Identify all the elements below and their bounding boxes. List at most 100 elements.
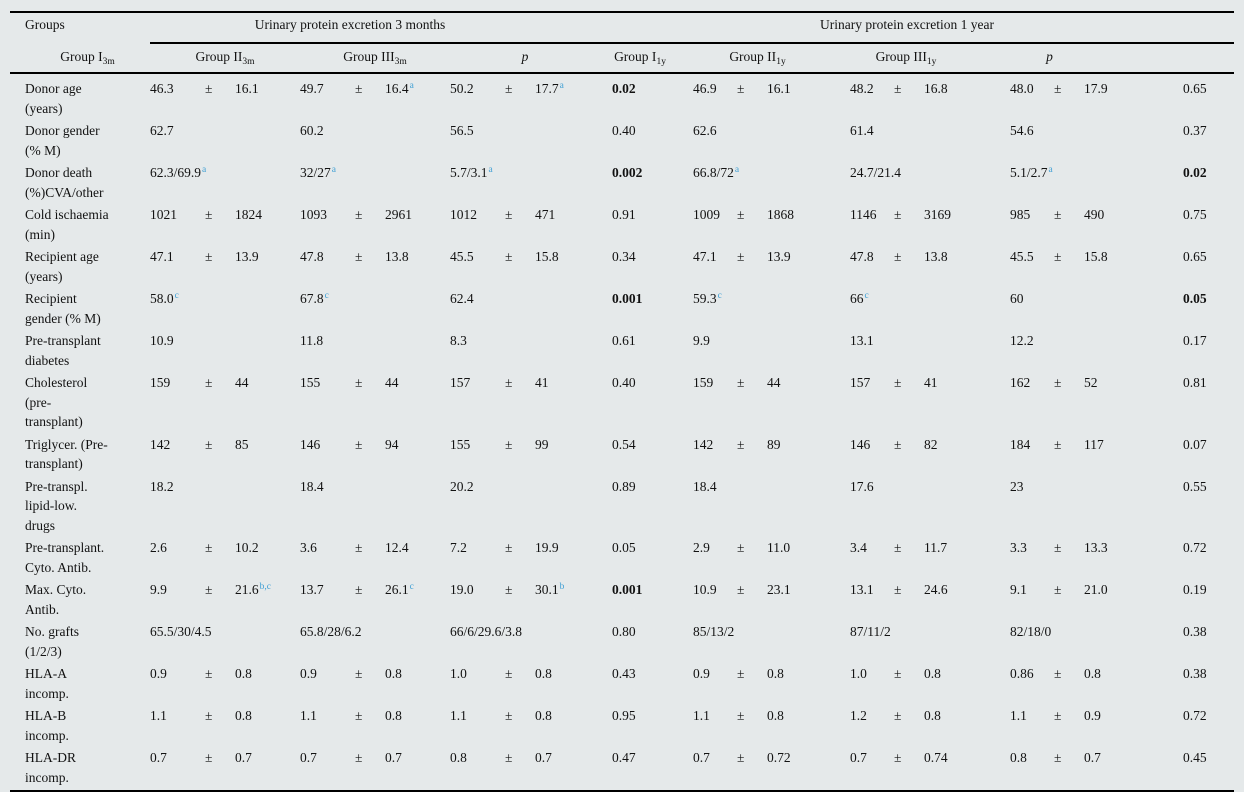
mean-value: 159 bbox=[693, 375, 714, 390]
single-value-cell: 18.4 bbox=[300, 478, 324, 494]
row-label-line: (years) bbox=[25, 100, 63, 116]
plus-minus-symbol: ± bbox=[205, 708, 213, 723]
mean-value: 0.86 bbox=[1010, 666, 1034, 681]
sd-value: 85 bbox=[235, 436, 249, 452]
p-value-cell: 0.75 bbox=[1183, 207, 1207, 222]
row-label-line: (pre- bbox=[25, 394, 52, 410]
bottom-rule bbox=[10, 790, 1234, 793]
single-value-cell: 17.6 bbox=[850, 478, 874, 494]
row-label-line: Cold ischaemia bbox=[25, 207, 109, 222]
p-value-cell: 0.65 bbox=[1183, 249, 1207, 264]
sd-value: 0.7 bbox=[385, 750, 402, 765]
row-label: HLA-A incomp. bbox=[25, 664, 150, 703]
p-value-cell: 0.37 bbox=[1183, 123, 1207, 138]
p-value-cell: 0.19 bbox=[1183, 582, 1207, 597]
plus-minus-symbol: ± bbox=[894, 540, 902, 555]
table-body: Donor age (years) 46.3 ±16.1 49.7 ±16.4a 50.2 ±… bbox=[0, 76, 1244, 787]
mean-value: 1.1 bbox=[450, 708, 467, 723]
mean-value: 3.3 bbox=[1010, 540, 1027, 555]
mean-value: 9.9 bbox=[150, 582, 167, 597]
mean-value: 0.7 bbox=[850, 750, 867, 765]
mean-sd-cell: 47.8 ±13.8 bbox=[835, 247, 987, 267]
single-value-cell: 20.2 bbox=[450, 478, 474, 494]
column-header-group-i-3m: Group I3m bbox=[60, 49, 115, 67]
superscript-note: a bbox=[202, 165, 207, 175]
plus-minus-symbol: ± bbox=[505, 375, 513, 390]
row-label-line: drugs bbox=[25, 517, 55, 533]
plus-minus-symbol: ± bbox=[355, 708, 363, 723]
mean-value: 157 bbox=[450, 375, 471, 390]
sd-value: 19.9 bbox=[535, 540, 559, 555]
plus-minus-symbol: ± bbox=[737, 436, 745, 452]
p-value-cell: 0.55 bbox=[1183, 478, 1207, 494]
plus-minus-symbol: ± bbox=[737, 207, 745, 222]
mean-sd-cell: 162 ±52 bbox=[987, 373, 1137, 393]
mean-value: 47.8 bbox=[300, 249, 324, 264]
superscript-note: c bbox=[324, 291, 329, 301]
plus-minus-symbol: ± bbox=[205, 436, 213, 452]
plus-minus-symbol: ± bbox=[505, 666, 513, 681]
single-value-cell: 62.4 bbox=[450, 291, 474, 306]
sd-value: 490 bbox=[1084, 207, 1105, 222]
mean-value: 1146 bbox=[850, 207, 877, 222]
mean-value: 0.7 bbox=[150, 750, 167, 765]
sd-value: 0.72 bbox=[767, 750, 791, 765]
mean-value: 0.8 bbox=[1010, 750, 1027, 765]
row-label-line: (%)CVA/other bbox=[25, 184, 104, 200]
row-label: Pre-transplant diabetes bbox=[25, 331, 150, 370]
p-column-header: p bbox=[1046, 49, 1053, 64]
table-row: Cold ischaemia (min) 1021 ±1824 1093 ±2961 101… bbox=[0, 202, 1244, 244]
plus-minus-symbol: ± bbox=[205, 750, 213, 765]
plus-minus-symbol: ± bbox=[1054, 666, 1062, 681]
row-label-line: transplant) bbox=[25, 456, 83, 471]
plus-minus-symbol: ± bbox=[355, 375, 363, 390]
plus-minus-symbol: ± bbox=[894, 81, 902, 96]
p-value-cell: 0.02 bbox=[612, 81, 636, 96]
mean-sd-cell: 10.9 ±23.1 bbox=[680, 580, 835, 600]
plus-minus-symbol: ± bbox=[355, 207, 363, 222]
mean-value: 2.6 bbox=[150, 540, 167, 555]
row-label: Triglycer. (Pre-transplant) bbox=[25, 435, 150, 474]
sd-value: 15.8 bbox=[535, 249, 559, 264]
row-label-line: No. grafts bbox=[25, 624, 79, 639]
p-value-cell: 0.40 bbox=[612, 375, 636, 390]
mean-value: 155 bbox=[300, 375, 321, 390]
mean-sd-cell: 142 ±85 bbox=[150, 435, 300, 455]
sd-value: 13.8 bbox=[385, 249, 409, 264]
table-row: Pre-transplant. Cyto. Antib. 2.6 ±10.2 3.6 ±1… bbox=[0, 535, 1244, 577]
sd-value: 52 bbox=[1084, 375, 1098, 390]
plus-minus-symbol: ± bbox=[1054, 249, 1062, 264]
plus-minus-symbol: ± bbox=[355, 81, 363, 96]
mean-value: 1.0 bbox=[850, 666, 867, 681]
sd-value: 44 bbox=[767, 375, 781, 390]
row-label: Donor age (years) bbox=[25, 79, 150, 118]
sd-value: 21.0 bbox=[1084, 582, 1108, 597]
sd-value: 82 bbox=[924, 436, 938, 452]
mean-sd-cell: 13.1 ±24.6 bbox=[835, 580, 987, 600]
sd-value: 16.8 bbox=[924, 81, 948, 96]
plus-minus-symbol: ± bbox=[355, 436, 363, 452]
sd-value: 94 bbox=[385, 436, 399, 452]
row-label-line: (years) bbox=[25, 268, 63, 284]
row-label: Donor gender (% M) bbox=[25, 121, 150, 160]
table-row: Donor age (years) 46.3 ±16.1 49.7 ±16.4a 50.2 ±… bbox=[0, 76, 1244, 118]
row-label: Donor death (%)CVA/other bbox=[25, 163, 150, 202]
p-value-cell: 0.05 bbox=[1183, 291, 1207, 306]
row-label-line: Pre-transpl. bbox=[25, 478, 88, 494]
mean-sd-cell: 48.0 ±17.9 bbox=[987, 79, 1137, 99]
mid-rule bbox=[150, 42, 1234, 44]
single-value-cell: 58.0c bbox=[150, 291, 179, 306]
single-value-cell: 13.1 bbox=[850, 333, 874, 348]
row-label-line: incomp. bbox=[25, 685, 69, 701]
row-label-line: HLA-A bbox=[25, 666, 67, 681]
mean-value: 2.9 bbox=[693, 540, 710, 555]
single-value-cell: 12.2 bbox=[1010, 333, 1034, 348]
sd-value: 1824 bbox=[235, 207, 262, 222]
single-value-cell: 59.3c bbox=[693, 291, 722, 306]
mean-value: 46.3 bbox=[150, 81, 174, 96]
plus-minus-symbol: ± bbox=[1054, 582, 1062, 597]
mean-sd-cell: 47.1 ±13.9 bbox=[150, 247, 300, 267]
p-value-cell: 0.72 bbox=[1183, 540, 1207, 555]
single-value-cell: 66c bbox=[850, 291, 869, 306]
mean-value: 47.8 bbox=[850, 249, 874, 264]
